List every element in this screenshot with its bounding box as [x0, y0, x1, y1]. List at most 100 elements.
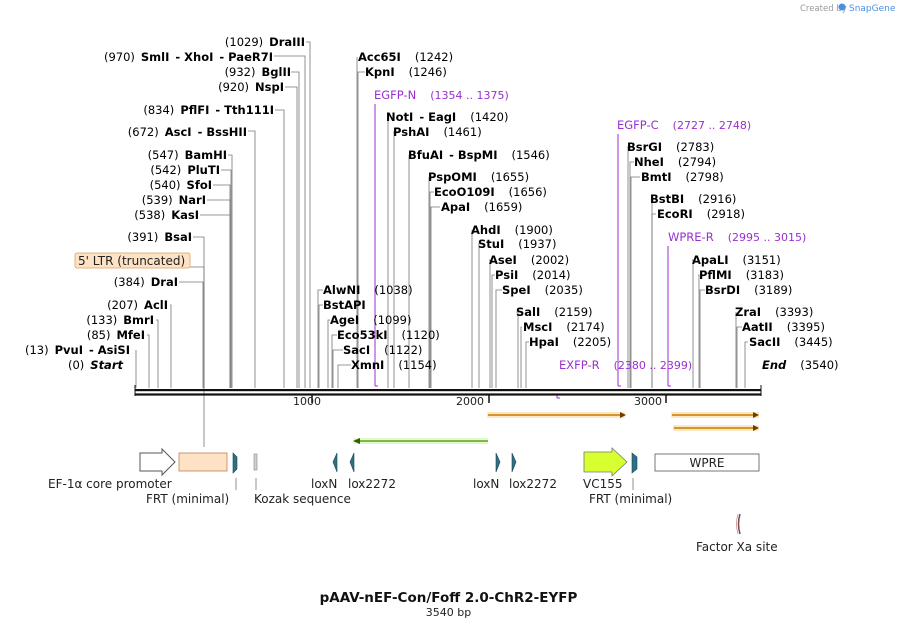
features-row: WPRE: [139, 447, 760, 477]
primer-exfp-r: EXFP-R (2380 .. 2399): [559, 358, 692, 372]
end-label: End (3540): [762, 358, 839, 372]
enzyme-labels-right: Acc65I (1242) KpnI (1246) NotI - EagI (1420)…: [323, 50, 839, 372]
enzyme-nhei: NheI (2794): [634, 155, 716, 169]
enzyme-msci: MscI (2174): [523, 320, 605, 334]
enzyme-bstapi: BstAPI: [323, 298, 366, 312]
vc155-arrow: [583, 447, 628, 477]
wpre-box: [654, 453, 760, 472]
brand-text: SnapGene: [849, 4, 896, 14]
enzyme-bsai: (391) BsaI: [127, 230, 192, 244]
ef1a-label: EF-1α core promoter: [48, 477, 172, 491]
enzyme-ecori: EcoRI (2918): [657, 207, 745, 221]
start-label: (0) Start: [68, 358, 124, 372]
enzyme-sacii: SacII (3445): [749, 335, 833, 349]
enzyme-agei: AgeI (1099): [330, 313, 411, 327]
lox2272-marker-1: [349, 452, 355, 473]
enzyme-sali: SalI (2159): [516, 305, 593, 319]
factor-xa-site: Factor Xa site: [696, 513, 778, 554]
enzyme-stui: StuI (1937): [478, 237, 557, 251]
loxn-label-1: loxN: [311, 477, 337, 491]
tick-3000: 3000: [634, 395, 662, 408]
enzyme-pflmi: PflMI (3183): [699, 268, 784, 282]
loxn-label-2: loxN: [473, 477, 499, 491]
feature-leaders: [235, 478, 634, 490]
enzyme-sfoi: (540) SfoI: [150, 178, 212, 192]
enzyme-smli: (970) SmlI - XhoI - PaeR7I: [104, 50, 273, 64]
factor-xa-label: Factor Xa site: [696, 540, 778, 554]
enzyme-zrai: ZraI (3393): [735, 305, 813, 319]
enzyme-acc65i: Acc65I (1242): [358, 50, 453, 64]
ltr-label: 5' LTR (truncated): [78, 254, 185, 268]
kozak-label: Kozak sequence: [254, 492, 351, 506]
enzyme-mfei: (85) MfeI: [87, 328, 145, 342]
feature-labels: EF-1α core promoter FRT (minimal) Kozak …: [48, 477, 672, 506]
primer-labels: EGFP-N (1354 .. 1375) EGFP-C (2727 .. 2748…: [374, 88, 806, 372]
snapgene-logo-icon: [838, 3, 846, 11]
enzyme-pspomi: PspOMI (1655): [428, 170, 529, 184]
enzyme-pvui: (13) PvuI - AsiSI: [25, 343, 130, 357]
enzyme-hpai: HpaI (2205): [529, 335, 611, 349]
map-title: pAAV-nEF-Con/Foff 2.0-ChR2-EYFP: [320, 590, 578, 606]
loxn-marker-2: [495, 452, 501, 473]
lox2272-label-2: lox2272: [509, 477, 557, 491]
enzyme-xmni: XmnI (1154): [351, 358, 437, 372]
enzyme-asci: (672) AscI - BssHII: [128, 125, 247, 139]
map-length: 3540 bp: [426, 606, 471, 619]
wpre-label: WPRE: [689, 456, 724, 470]
lox2272-marker-2: [511, 452, 517, 473]
enzyme-pluti: (542) PluTI: [150, 163, 220, 177]
kozak-marker: [253, 453, 258, 471]
leader-lines: [135, 41, 748, 447]
enzyme-bsrgi: BsrGI (2783): [627, 140, 714, 154]
frt-label-1: FRT (minimal): [146, 492, 229, 506]
enzyme-nari: (539) NarI: [142, 193, 206, 207]
enzyme-saci: SacI (1122): [343, 343, 422, 357]
enzyme-psii: PsiI (2014): [495, 268, 571, 282]
primer-egfp-c: EGFP-C (2727 .. 2748): [617, 118, 751, 132]
vc155-label: VC155: [583, 477, 623, 491]
enzyme-apali: ApaLI (3151): [692, 253, 781, 267]
enzyme-bfuai: BfuAI - BspMI (1546): [408, 148, 550, 162]
ltr-badge: 5' LTR (truncated): [74, 252, 191, 269]
enzyme-acli: (207) AclI: [107, 298, 168, 312]
sequence-backbone: [134, 385, 762, 403]
enzyme-asei: AseI (2002): [489, 253, 569, 267]
enzyme-bmti: BmtI (2798): [641, 170, 724, 184]
frt-marker-2: [631, 452, 638, 474]
enzyme-bstbi: BstBI (2916): [650, 192, 736, 206]
enzyme-noti: NotI - EagI (1420): [386, 110, 508, 124]
enzyme-spei: SpeI (2035): [502, 283, 583, 297]
primer-leaders: [374, 104, 671, 399]
enzyme-labels-left: (1029) DraIII (970) SmlI - XhoI - PaeR7I (93…: [25, 35, 305, 372]
enzyme-pshai: PshAI (1461): [393, 125, 482, 139]
enzyme-dralll: (1029) DraIII: [225, 35, 305, 49]
enzyme-aatii: AatII (3395): [742, 320, 825, 334]
enzyme-pflfi: (834) PflFI - Tth111I: [143, 103, 274, 117]
tick-2000: 2000: [456, 395, 484, 408]
enzyme-bglii: (932) BglII: [225, 65, 291, 79]
snapgene-credit: Created by SnapGene: [800, 3, 896, 14]
enzyme-eco53ki: Eco53kI (1120): [337, 328, 440, 342]
enzyme-alwni: AlwNI (1038): [323, 283, 413, 297]
credit-text: Created by: [800, 4, 847, 14]
enzyme-drai: (384) DraI: [114, 275, 178, 289]
lox2272-label-1: lox2272: [348, 477, 396, 491]
tick-1000: 1000: [293, 395, 321, 408]
enzyme-kasi: (538) KasI: [134, 208, 199, 222]
enzyme-nspi: (920) NspI: [218, 80, 284, 94]
orf-arrows: [353, 412, 759, 444]
frt-label-2: FRT (minimal): [589, 492, 672, 506]
frt-marker-1: [232, 452, 238, 474]
loxn-marker-1: [332, 452, 338, 473]
primer-wpre-r: WPRE-R (2995 .. 3015): [668, 230, 806, 244]
enzyme-bmri: (133) BmrI: [86, 313, 154, 327]
ef1a-promoter-arrow: [139, 447, 176, 477]
enzyme-ahdi: AhdI (1900): [471, 223, 553, 237]
enzyme-kpni: KpnI (1246): [365, 65, 447, 79]
primer-egfp-n: EGFP-N (1354 .. 1375): [374, 88, 509, 102]
ltr-box: [178, 452, 228, 472]
enzyme-bamhi: (547) BamHI: [148, 148, 227, 162]
enzyme-bsrdi: BsrDI (3189): [705, 283, 792, 297]
enzyme-ecoo109i: EcoO109I (1656): [434, 185, 547, 199]
